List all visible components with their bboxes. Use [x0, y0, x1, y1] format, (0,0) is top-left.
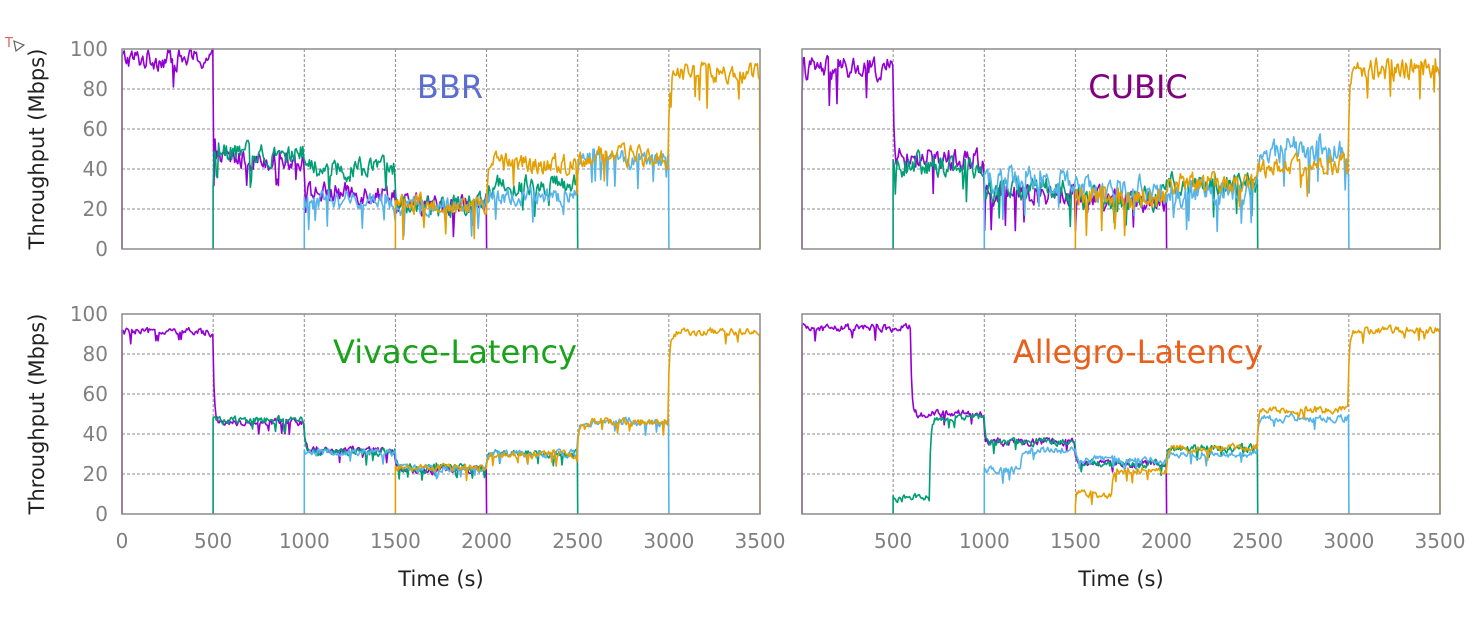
panel-title: BBR	[417, 68, 483, 106]
y-tick-label: 60	[83, 117, 108, 141]
y-tick-label: 60	[83, 382, 108, 406]
y-axis-label: Throughput (Mbps)	[25, 49, 49, 251]
panel-title: Vivace-Latency	[333, 333, 577, 371]
plot-frame	[801, 48, 1441, 250]
svg-text:T: T	[4, 36, 13, 51]
x-axis-label: Time (s)	[1077, 567, 1163, 591]
x-tick-label: 3000	[643, 529, 694, 553]
y-axis-label: Throughput (Mbps)	[25, 314, 49, 516]
y-tick-label: 0	[95, 237, 108, 261]
panel-cubic: CUBIC	[801, 48, 1441, 250]
y-tick-label: 80	[83, 342, 108, 366]
x-tick-label: 500	[194, 529, 232, 553]
plot-frame	[121, 48, 761, 250]
panel-allegro-latency: 500 1000 1500 2000 2500 3000 3500 Allegro-Laten…	[801, 313, 1466, 591]
y-tick-label: 100	[70, 37, 108, 61]
x-tick-label: 2000	[461, 529, 512, 553]
y-tick-label: 40	[83, 157, 108, 181]
corner-marker-icon: T	[4, 36, 26, 53]
x-tick-label: 2500	[552, 529, 603, 553]
y-tick-label: 80	[83, 77, 108, 101]
x-tick-label: 3500	[735, 529, 786, 553]
y-tick-label: 0	[95, 502, 108, 526]
series-line	[212, 139, 579, 250]
x-tick-label: 2000	[1141, 529, 1192, 553]
x-tick-label: 1500	[370, 529, 421, 553]
x-tick-label: 1000	[279, 529, 330, 553]
x-tick-label: 0	[116, 529, 129, 553]
y-tick-label: 100	[70, 302, 108, 326]
x-tick-label: 2500	[1232, 529, 1283, 553]
series-line	[394, 61, 761, 250]
x-tick-label: 1500	[1050, 529, 1101, 553]
plot-frame	[801, 313, 1441, 515]
series-line	[394, 327, 761, 515]
x-tick-label: 1000	[959, 529, 1010, 553]
x-tick-label: 3000	[1323, 529, 1374, 553]
panel-title: CUBIC	[1088, 68, 1188, 106]
y-tick-label: 20	[83, 462, 108, 486]
x-axis-label: Time (s)	[397, 567, 483, 591]
panel-title: Allegro-Latency	[1013, 333, 1263, 371]
x-tick-label: 500	[874, 529, 912, 553]
series-line	[983, 412, 1350, 515]
y-tick-label: 20	[83, 197, 108, 221]
y-tick-label: 40	[83, 422, 108, 446]
series-line	[1074, 57, 1441, 250]
series-line	[1074, 324, 1441, 515]
x-tick-label: 3500	[1415, 529, 1466, 553]
series-line	[983, 133, 1350, 250]
panel-bbr: 0 20 40 60 80 100 BBR Throughput (Mbps)	[25, 37, 761, 261]
plot-frame	[121, 313, 761, 515]
